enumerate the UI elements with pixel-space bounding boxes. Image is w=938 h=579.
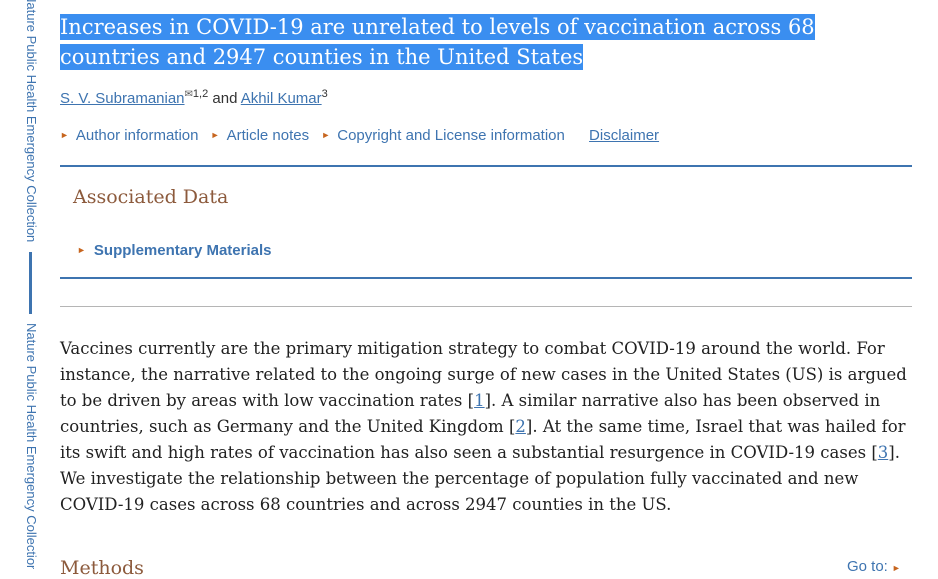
methods-heading: Methods <box>60 557 144 579</box>
triangle-right-icon: ► <box>60 130 69 140</box>
intro-text-4: ]. We investigate the relationship betwe… <box>60 443 900 514</box>
article-notes-toggle[interactable]: Article notes <box>226 127 310 144</box>
author-link-subramanian[interactable]: S. V. Subramanian <box>60 90 185 107</box>
collection-divider <box>29 252 32 314</box>
author-information-toggle[interactable]: Author information <box>75 127 199 144</box>
associated-data-heading: Associated Data <box>73 186 229 208</box>
intro-text-3: ]. At the same time, Israel that was hai… <box>60 417 906 462</box>
author-link-kumar[interactable]: Akhil Kumar <box>240 90 322 107</box>
collection-label-top[interactable]: Nature Public Health Emergency Collectio… <box>24 0 39 242</box>
article-title: Increases in COVID-19 are unrelated to l… <box>60 12 912 72</box>
triangle-right-icon: ► <box>891 563 901 573</box>
author-affiliation-1: 1,2 <box>192 88 209 100</box>
article-main: Increases in COVID-19 are unrelated to l… <box>60 12 912 518</box>
copyright-toggle[interactable]: Copyright and License information <box>337 127 565 144</box>
triangle-right-icon: ► <box>77 245 86 255</box>
section-divider <box>60 306 912 307</box>
intro-text-1: Vaccines currently are the primary mitig… <box>60 339 907 410</box>
associated-data-box: Associated Data ► Supplementary Materials <box>60 165 912 279</box>
author-separator: and <box>212 90 238 107</box>
disclaimer-link[interactable]: Disclaimer <box>589 127 660 144</box>
triangle-right-icon: ► <box>321 130 331 140</box>
supplementary-materials-toggle[interactable]: ► Supplementary Materials <box>77 242 271 259</box>
reference-link-3[interactable]: 3 <box>877 443 889 462</box>
intro-paragraph: Vaccines currently are the primary mitig… <box>60 336 912 518</box>
envelope-icon[interactable]: ✉ <box>184 89 193 100</box>
goto-label: Go to: <box>847 558 888 575</box>
intro-text-2: ]. A similar narrative also has been obs… <box>60 391 881 436</box>
author-affiliation-2: 3 <box>321 88 328 100</box>
author-list: S. V. Subramanian✉1,2 and Akhil Kumar3 <box>60 84 912 109</box>
reference-link-1[interactable]: 1 <box>474 391 485 410</box>
collection-label-bottom[interactable]: Nature Public Health Emergency Collectio… <box>24 323 39 569</box>
article-title-text: Increases in COVID-19 are unrelated to l… <box>60 14 815 70</box>
article-meta-links: ► Author information ► Article notes ► Copy… <box>60 125 912 146</box>
triangle-right-icon: ► <box>210 130 220 140</box>
supplementary-materials-label: Supplementary Materials <box>93 242 272 259</box>
collection-sidebar: Nature Public Health Emergency Collectio… <box>22 0 40 569</box>
goto-menu[interactable]: Go to: ► <box>847 558 901 575</box>
reference-link-2[interactable]: 2 <box>515 417 526 436</box>
